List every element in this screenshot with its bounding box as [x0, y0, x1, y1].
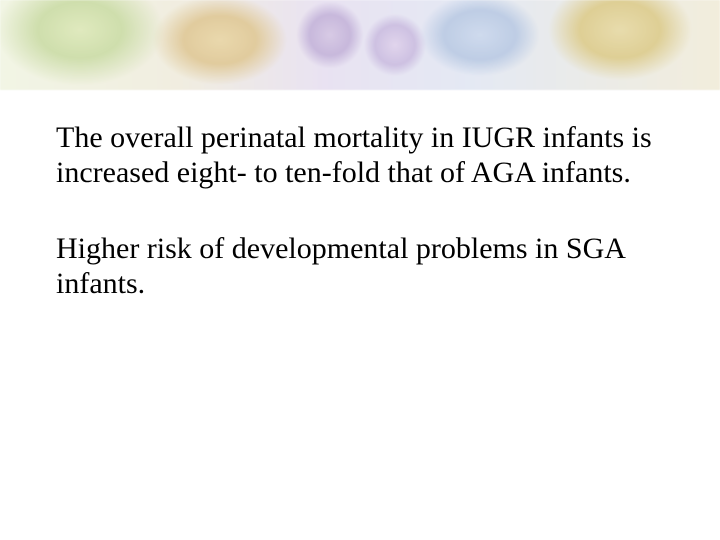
slide-body: The overall perinatal mortality in IUGR …: [56, 120, 664, 342]
slide: The overall perinatal mortality in IUGR …: [0, 0, 720, 540]
paragraph-2: Higher risk of developmental problems in…: [56, 231, 664, 302]
decorative-floral-background: [0, 0, 720, 90]
paragraph-1: The overall perinatal mortality in IUGR …: [56, 120, 664, 191]
decorative-band: [0, 0, 720, 90]
